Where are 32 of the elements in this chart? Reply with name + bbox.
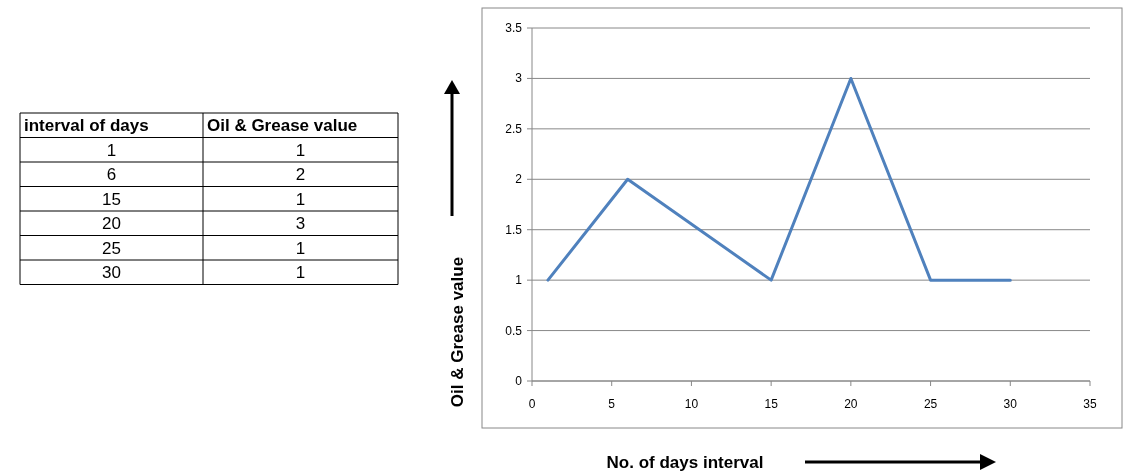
text: 3	[295, 214, 306, 233]
text: 30	[102, 263, 121, 282]
y-tick-label: 1.5	[505, 222, 523, 237]
text: 20	[102, 214, 121, 233]
y-tick-label: 0.5	[505, 323, 523, 338]
y-tick-label: 2	[515, 172, 523, 187]
x-tick-label: 0	[528, 397, 536, 411]
x-tick-label: 5	[608, 397, 616, 411]
text: 2	[295, 165, 306, 184]
text: 25	[102, 238, 121, 258]
text: 1	[295, 238, 306, 258]
text: Oil & Grease value	[207, 116, 358, 135]
x-tick-label: 20	[844, 397, 858, 411]
text: interval of days	[24, 116, 149, 135]
x-tick-label: 25	[923, 397, 938, 411]
y-tick-label: 2.5	[505, 121, 523, 136]
y-tick-label: 3.5	[505, 21, 523, 35]
text: 1	[295, 263, 306, 282]
y-tick-label: 3	[515, 71, 523, 86]
x-tick-label: 15	[764, 397, 779, 411]
x-tick-label: 30	[1003, 397, 1018, 411]
text: 15	[102, 189, 121, 209]
x-tick-label: 35	[1083, 397, 1097, 411]
y-axis-title: Oil & Grease value	[448, 256, 467, 408]
y-tick-label: 0	[515, 374, 523, 388]
text: 1	[106, 140, 117, 160]
text: 6	[106, 165, 117, 184]
x-axis-title: No. of days interval	[606, 453, 764, 472]
text: 1	[295, 140, 306, 160]
x-tick-label: 10	[684, 397, 699, 411]
text: 1	[295, 189, 306, 209]
y-tick-label: 1	[515, 273, 523, 288]
